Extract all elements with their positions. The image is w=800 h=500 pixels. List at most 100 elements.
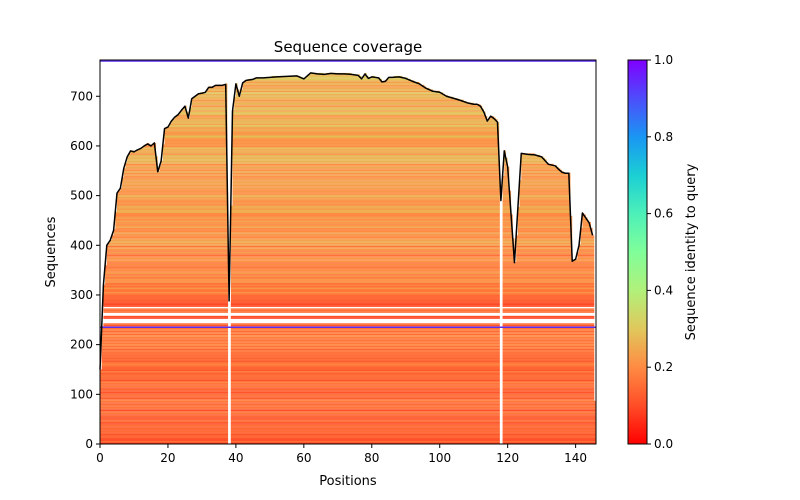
heatmap-row [169, 125, 228, 127]
heatmap-row [122, 183, 228, 185]
heatmap-row [244, 80, 382, 82]
heatmap-row [579, 244, 595, 246]
heatmap-row [127, 157, 158, 160]
heatmap-row [122, 181, 228, 184]
heatmap-row [240, 89, 433, 91]
heatmap-row [502, 195, 512, 197]
heatmap-row [230, 250, 515, 252]
heatmap-row [161, 163, 228, 166]
heatmap-row [103, 297, 230, 300]
heatmap-row [166, 126, 228, 129]
heatmap-row [519, 192, 571, 194]
heatmap-row [196, 93, 228, 96]
heatmap-row [125, 166, 158, 169]
heatmap-row [101, 332, 595, 334]
heatmap-row [122, 184, 228, 187]
heatmap-row [232, 180, 501, 182]
heatmap-row [103, 300, 595, 303]
heatmap-row [164, 141, 228, 143]
heatmap-row [164, 142, 228, 145]
heatmap-row [101, 339, 595, 342]
heatmap-row [232, 204, 512, 206]
heatmap-row [582, 224, 591, 227]
heatmap-row [207, 90, 228, 93]
heatmap-row [232, 171, 501, 173]
y-tick-label: 700 [70, 89, 93, 103]
heatmap-row [579, 245, 595, 248]
heatmap-row [106, 250, 230, 252]
heatmap-row [130, 151, 157, 154]
heatmap-row [164, 134, 228, 136]
heatmap-row [519, 183, 571, 185]
heatmap-row [516, 236, 573, 239]
heatmap-row [162, 144, 228, 146]
heatmap-row [232, 184, 501, 187]
heatmap-row [103, 284, 230, 287]
heatmap-row [232, 113, 486, 115]
heatmap-row [234, 98, 459, 100]
heatmap-row [502, 177, 510, 179]
heatmap-row [191, 104, 228, 106]
heatmap-row [230, 218, 513, 221]
heatmap-row [115, 215, 230, 218]
heatmap-row [115, 223, 230, 225]
heatmap-row [116, 204, 230, 206]
heatmap-row [100, 387, 595, 389]
heatmap-row [113, 229, 230, 231]
heatmap-row [232, 169, 501, 172]
heatmap-row [115, 213, 230, 215]
heatmap-row [159, 168, 228, 170]
heatmap-row [504, 171, 510, 173]
heatmap-row [521, 175, 571, 178]
heatmap-row [101, 359, 595, 361]
heatmap-row [106, 251, 230, 254]
heatmap-row [517, 213, 571, 215]
heatmap-row [230, 291, 595, 294]
heatmap-row [516, 238, 573, 240]
heatmap-row [580, 233, 593, 236]
heatmap-row [100, 381, 595, 383]
heatmap-row [100, 436, 596, 439]
heatmap-row [100, 384, 595, 386]
heatmap-row [101, 362, 595, 364]
heatmap-row [111, 238, 230, 240]
heatmap-row [110, 239, 230, 242]
heatmap-row [232, 160, 501, 163]
heatmap-row [517, 218, 573, 221]
heatmap-row [521, 156, 544, 158]
heatmap-row [516, 256, 573, 258]
heatmap-row [235, 93, 240, 96]
heatmap-row [517, 230, 573, 233]
heatmap-row [115, 226, 230, 228]
heatmap-row [103, 305, 595, 307]
heatmap-row [169, 123, 228, 126]
heatmap-row [100, 369, 595, 371]
heatmap-row [521, 163, 554, 166]
heatmap-row [517, 233, 573, 236]
heatmap-row [225, 83, 228, 85]
heatmap-row [111, 235, 230, 237]
heatmap-row [504, 169, 510, 172]
heatmap-row [232, 110, 484, 112]
heatmap-row [516, 254, 573, 257]
heatmap-row [230, 214, 513, 216]
heatmap-row [100, 388, 595, 391]
heatmap-row [128, 154, 157, 157]
heatmap-row [103, 308, 595, 310]
heatmap-row [232, 163, 501, 166]
heatmap-row [140, 147, 157, 149]
heatmap-row [142, 145, 157, 148]
heatmap-row [103, 296, 230, 298]
heatmap-row [230, 283, 595, 285]
heatmap-row [232, 195, 501, 197]
heatmap-row [232, 154, 500, 157]
heatmap-row [105, 272, 230, 275]
heatmap-row [521, 159, 547, 161]
heatmap-row [159, 165, 228, 167]
heatmap-row [230, 287, 595, 290]
colorbar: 0.0 0.2 0.4 0.6 0.8 1.0 [627, 53, 673, 451]
heatmap-row [519, 181, 571, 184]
heatmap-row [101, 333, 595, 336]
heatmap-row [162, 154, 228, 157]
heatmap-row [232, 193, 501, 196]
